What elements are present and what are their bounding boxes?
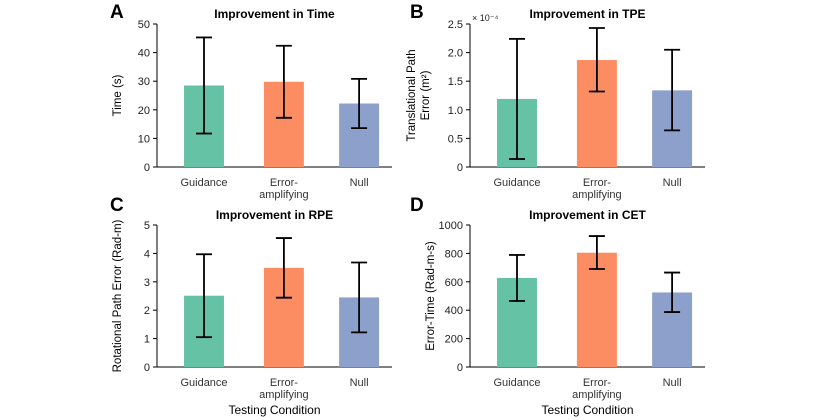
x-tick-label: Error-amplifying — [572, 377, 622, 401]
y-tick-label: 0 — [457, 162, 463, 174]
x-tick-label-line: amplifying — [572, 389, 622, 401]
y-tick-label: 400 — [445, 305, 463, 317]
panel-b: B Improvement in TPE 0 0.5 1.0 1.5 2.0 2.5 × 10⁻… — [406, 2, 705, 201]
x-tick-label-line: Error- — [270, 377, 298, 389]
x-tick-label: Guidance — [493, 377, 540, 389]
y-axis-label: Error-Time (Rad-m-s) — [425, 241, 437, 351]
panel-letter: D — [410, 195, 424, 216]
y-tick-label: 2.5 — [448, 19, 463, 31]
y-axis-label: Time (s) — [112, 74, 124, 116]
panel-d: D Improvement in CET02004006008001000Erro… — [410, 195, 705, 417]
x-tick-label-line: Guidance — [180, 177, 227, 189]
x-tick-label: Error-amplifying — [259, 377, 309, 401]
x-tick-label-line: amplifying — [259, 189, 309, 201]
y-tick-label: 2 — [144, 305, 150, 317]
y-tick-label: 1.0 — [448, 105, 463, 117]
y-tick-label: 0 — [144, 162, 150, 174]
panel-letter: C — [110, 195, 124, 216]
x-tick-label: Guidance — [180, 177, 227, 189]
y-axis-label-line: Error-Time (Rad-m-s) — [425, 241, 437, 351]
x-tick-label-line: amplifying — [259, 389, 309, 401]
y-tick-label: 10 — [138, 133, 150, 145]
y-tick-label: 4 — [144, 248, 150, 260]
y-tick-label: 600 — [445, 277, 463, 289]
y-axis-label-line: Rotational Path Error (Rad-m) — [112, 219, 124, 372]
y-axis-label-line: Time (s) — [112, 74, 124, 116]
x-tick-label: Null — [663, 177, 682, 189]
y-tick-label: 1000 — [439, 220, 463, 232]
panel-c: C Improvement in RPE 0 1 2 3 4 5 Rotational Path… — [110, 195, 392, 417]
y-axis-label: Rotational Path Error (Rad-m) — [112, 219, 124, 372]
x-tick-label-line: Guidance — [493, 377, 540, 389]
y-tick-label: 1.5 — [448, 76, 463, 88]
y-tick-label: 0.5 — [448, 133, 463, 145]
y-scale-note: × 10⁻⁴ — [472, 13, 499, 23]
y-tick-label: 1 — [144, 334, 150, 346]
y-tick-label: 40 — [138, 48, 150, 60]
chart-title: Improvement in CET — [529, 208, 646, 222]
y-tick-label: 200 — [445, 334, 463, 346]
y-tick-label: 800 — [445, 248, 463, 260]
chart-title: Improvement in TPE — [529, 7, 645, 21]
y-tick-label: 5 — [144, 220, 150, 232]
panel-letter: B — [410, 2, 424, 23]
chart-title: Improvement in Time — [214, 7, 335, 21]
x-tick-label-line: Null — [350, 377, 369, 389]
y-tick-label: 2.0 — [448, 48, 463, 60]
x-tick-label: Null — [350, 177, 369, 189]
x-axis-label: Testing Condition — [228, 403, 320, 417]
x-tick-label: Null — [350, 377, 369, 389]
x-tick-label-line: Null — [350, 177, 369, 189]
y-axis-label: Translational Path Error (m²) — [406, 49, 432, 141]
x-tick-label-line: Guidance — [180, 377, 227, 389]
x-tick-label-line: amplifying — [572, 189, 622, 201]
x-tick-label-line: Guidance — [493, 177, 540, 189]
x-tick-label: Error-amplifying — [572, 177, 622, 201]
y-tick-label: 50 — [138, 19, 150, 31]
panel-letter: A — [110, 2, 124, 23]
y-tick-label: 30 — [138, 76, 150, 88]
y-axis-label-line: Translational Path — [406, 49, 418, 141]
y-tick-label: 0 — [457, 362, 463, 374]
x-tick-label: Guidance — [180, 377, 227, 389]
chart-title: Improvement in RPE — [216, 208, 333, 222]
panel-a: A Improvement in Time 0 10 20 30 40 50 Time (s) G… — [110, 2, 392, 201]
x-tick-label-line: Error- — [583, 177, 611, 189]
y-axis-label-line: Error (m²) — [420, 70, 432, 120]
y-tick-label: 20 — [138, 105, 150, 117]
y-tick-label: 0 — [144, 362, 150, 374]
x-tick-label: Error-amplifying — [259, 177, 309, 201]
x-tick-label-line: Error- — [583, 377, 611, 389]
x-axis-label: Testing Condition — [541, 403, 633, 417]
x-tick-label-line: Null — [663, 377, 682, 389]
bar — [576, 252, 617, 367]
x-tick-label-line: Error- — [270, 177, 298, 189]
x-tick-label-line: Null — [663, 177, 682, 189]
x-tick-label: Null — [663, 377, 682, 389]
x-tick-label: Guidance — [493, 177, 540, 189]
y-tick-label: 3 — [144, 277, 150, 289]
